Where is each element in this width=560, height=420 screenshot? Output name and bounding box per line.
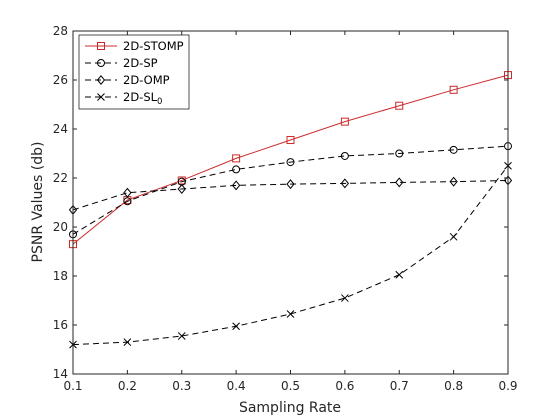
data-point	[340, 117, 349, 126]
data-point	[449, 85, 458, 94]
y-tick-label: 26	[53, 73, 68, 87]
x-tick-label: 0.3	[172, 379, 191, 393]
x-tick-label: 0.1	[63, 379, 82, 393]
series-line	[72, 179, 509, 211]
y-tick-label: 18	[53, 269, 68, 283]
data-point	[286, 179, 295, 190]
x-tick-label: 0.4	[227, 379, 246, 393]
data-point	[395, 101, 404, 110]
legend-label: 2D-SP	[123, 56, 158, 70]
x-axis-title: Sampling Rate	[239, 400, 341, 416]
data-point	[232, 322, 240, 331]
data-point	[177, 184, 186, 195]
data-point	[340, 178, 350, 189]
y-tick-label: 24	[53, 122, 68, 136]
data-point	[177, 332, 186, 340]
data-point	[395, 177, 404, 188]
y-tick-label: 14	[53, 367, 68, 381]
series-line	[72, 74, 509, 245]
legend-marker	[97, 93, 105, 101]
series-layer	[68, 71, 513, 349]
y-axis-title: PSNR Values (db)	[30, 142, 46, 263]
y-tick-label: 28	[53, 24, 68, 38]
legend-item: 2D-SL0	[85, 90, 162, 107]
x-tick-label: 0.8	[444, 379, 463, 393]
legend-marker	[96, 75, 106, 85]
data-point	[449, 232, 458, 241]
series-line	[72, 145, 509, 235]
data-point	[340, 151, 349, 160]
data-point	[286, 136, 295, 145]
data-point	[395, 270, 404, 279]
x-tick-label: 0.6	[335, 379, 354, 393]
data-point	[449, 145, 458, 154]
legend-label: 2D-OMP	[123, 73, 170, 87]
legend-marker	[97, 59, 105, 67]
x-tick-label: 0.2	[118, 379, 137, 393]
x-tick-label: 0.9	[498, 379, 517, 393]
legend-marker	[97, 42, 105, 50]
data-point	[123, 187, 132, 198]
data-point	[231, 180, 241, 191]
legend-item: 2D-OMP	[85, 73, 170, 87]
legend: 2D-STOMP 2D-SP 2D-OMP 2D-SL0	[78, 34, 190, 110]
legend-item: 2D-STOMP	[85, 39, 184, 53]
data-point	[232, 165, 241, 174]
legend-label-subscript: 0	[157, 97, 162, 107]
data-point	[286, 310, 295, 318]
y-tick-label: 22	[53, 171, 68, 185]
legend-item: 2D-SP	[85, 56, 158, 70]
y-tick-label: 16	[53, 318, 68, 332]
x-tick-label: 0.5	[281, 379, 300, 393]
data-point	[449, 176, 458, 187]
legend-label: 2D-STOMP	[123, 39, 184, 53]
x-tick-label: 0.7	[390, 379, 409, 393]
data-point	[232, 154, 241, 163]
data-point	[395, 149, 404, 158]
data-point	[123, 338, 132, 347]
data-point	[286, 158, 295, 167]
data-point	[123, 197, 132, 206]
data-point	[341, 294, 349, 302]
ticks-layer: 0.1 0.2 0.3 0.4 0.5 0.6 0.7 0.8 0.9 14 16 18 20 22 24 2…	[53, 24, 518, 393]
y-tick-label: 20	[53, 220, 68, 234]
legend-label: 2D-SL0	[123, 90, 162, 107]
